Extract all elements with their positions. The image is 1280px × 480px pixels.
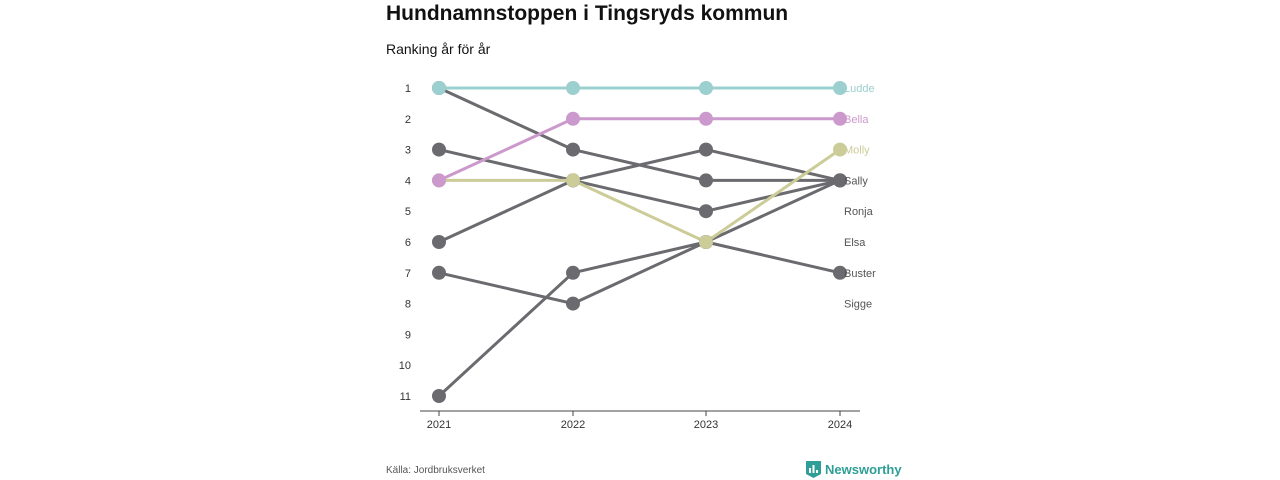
- y-axis: 1 2 3 4 5 6 7 8 9 10 11: [399, 83, 411, 403]
- point-buster-2024: [833, 265, 847, 280]
- y-tick-label: 2: [405, 114, 411, 126]
- end-label-molly: Molly: [844, 145, 870, 157]
- point-sigge-2024: [833, 173, 847, 188]
- point-ludde-2022: [566, 81, 580, 95]
- y-tick-label: 1: [405, 83, 411, 95]
- end-label-bella: Bella: [844, 114, 869, 126]
- y-tick-label: 6: [405, 237, 411, 249]
- point-ludde-2021: [432, 81, 446, 95]
- end-label-ludde: Ludde: [844, 83, 875, 95]
- point-elsa-2021: [432, 235, 446, 249]
- x-tick-label: 2024: [828, 419, 852, 431]
- y-tick-label: 5: [405, 206, 411, 218]
- x-tick-label: 2023: [694, 419, 718, 431]
- point-sigge-2022: [566, 265, 580, 280]
- series-lines: [437, 86, 841, 398]
- end-label-elsa: Elsa: [844, 237, 866, 249]
- point-ludde-2024: [833, 81, 847, 95]
- series-line-molly: [439, 148, 841, 244]
- point-molly-2023: [699, 235, 713, 249]
- end-label-sally: Sally: [844, 175, 868, 187]
- brand-logo: Newsworthy: [806, 461, 902, 478]
- y-tick-label: 8: [405, 299, 411, 311]
- end-label-buster: Buster: [844, 268, 876, 280]
- point-sally-2023: [699, 173, 713, 188]
- brand-name: Newsworthy: [825, 462, 902, 477]
- y-tick-label: 11: [400, 391, 411, 403]
- x-tick-label: 2021: [427, 419, 451, 431]
- chart-subtitle: Ranking år för år: [386, 41, 491, 57]
- point-ronja-2023: [699, 204, 713, 219]
- y-tick-label: 4: [405, 175, 411, 187]
- series-line-bella: [438, 117, 840, 182]
- y-tick-label: 3: [405, 145, 411, 157]
- y-tick-label: 7: [405, 268, 411, 280]
- point-bella-2021: [432, 173, 446, 188]
- point-ronja-2021: [432, 142, 446, 157]
- y-tick-label: 9: [405, 329, 411, 341]
- chart-title: Hundnamnstoppen i Tingsryds kommun: [386, 2, 789, 25]
- y-tick-label: 10: [399, 360, 411, 372]
- point-elsa-2023: [699, 142, 713, 157]
- series-line-buster: [438, 240, 841, 306]
- point-sigge-2021: [432, 389, 446, 403]
- point-ludde-2023: [699, 81, 713, 95]
- point-bella-2022: [566, 111, 580, 126]
- x-axis: 2021 2022 2023 2024: [427, 411, 852, 431]
- x-tick-label: 2022: [561, 419, 585, 431]
- end-labels: Ludde Bella Molly Sally Ronja Elsa Buster Sigge: [844, 83, 876, 311]
- point-buster-2021: [432, 265, 446, 280]
- point-bella-2024: [833, 111, 847, 126]
- point-bella-2023: [699, 111, 713, 126]
- newsworthy-icon: [806, 461, 821, 478]
- source-note: Källa: Jordbruksverket: [386, 465, 485, 476]
- series-line-sigge: [437, 179, 841, 398]
- series-line-elsa: [438, 148, 841, 244]
- point-sally-2022: [566, 142, 580, 157]
- point-molly-2022: [566, 173, 580, 188]
- point-buster-2022: [566, 296, 580, 311]
- end-label-sigge: Sigge: [844, 299, 872, 311]
- point-molly-2024: [833, 142, 847, 157]
- end-label-ronja: Ronja: [844, 206, 874, 218]
- series-points: [432, 81, 847, 403]
